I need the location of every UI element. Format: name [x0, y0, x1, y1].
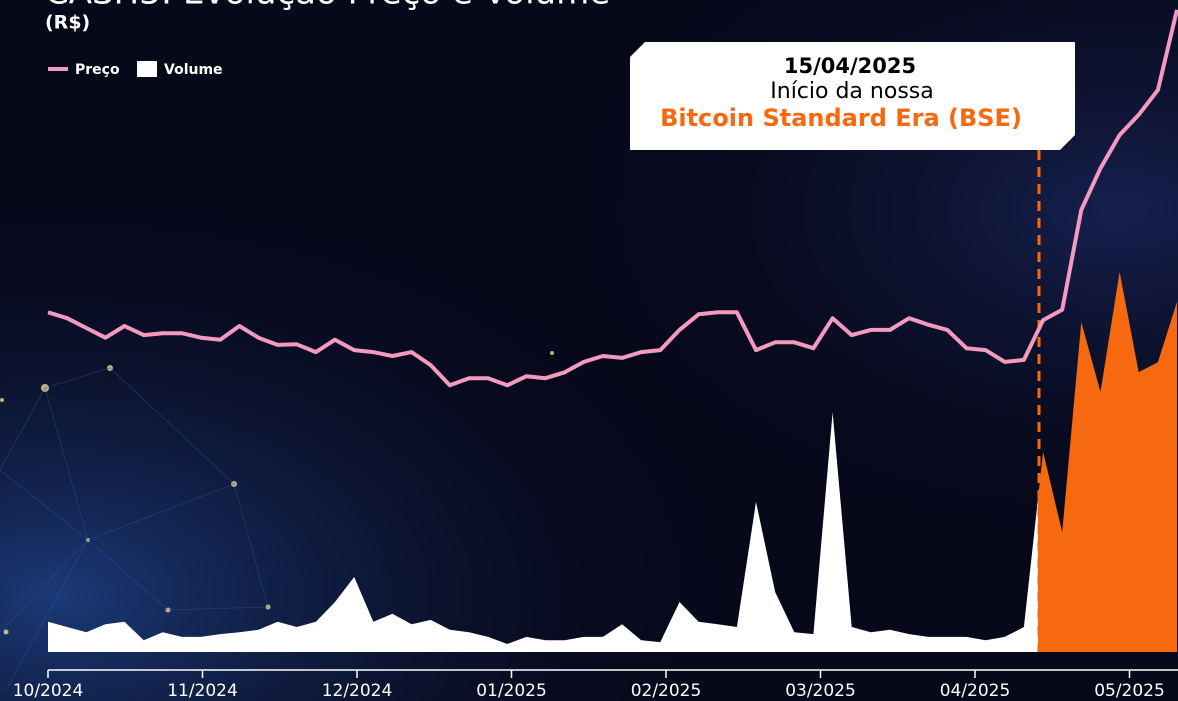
price-line — [47, 9, 1178, 388]
volume-area-highlight — [1038, 272, 1177, 652]
annotation-box — [630, 42, 1075, 150]
legend-swatch — [137, 61, 157, 77]
annotation-date: 15/04/2025 — [784, 54, 916, 78]
x-tick-label: 04/2025 — [940, 681, 1011, 701]
x-tick-label: 01/2025 — [476, 681, 547, 701]
x-tick-label: 10/2024 — [13, 681, 84, 701]
x-tick-label: 12/2024 — [322, 681, 393, 701]
x-tick-label: 02/2025 — [631, 681, 702, 701]
x-tick-label: 05/2025 — [1094, 681, 1165, 701]
chart-title: CASH3: Evolução Preço e Volume — [45, 0, 610, 13]
legend-label: Volume — [164, 62, 223, 78]
volume-area — [48, 412, 1038, 652]
background-network — [0, 367, 269, 691]
legend: Preço Volume — [48, 61, 223, 78]
annotation-text: Início da nossa — [770, 79, 933, 104]
annotation-highlight: Bitcoin Standard Era (BSE) — [660, 104, 1022, 132]
background-stars — [0, 351, 554, 635]
x-tick-label: 11/2024 — [167, 681, 238, 701]
chart-subtitle: (R$) — [45, 12, 90, 34]
x-tick-label: 03/2025 — [785, 681, 856, 701]
legend-label: Preço — [75, 62, 120, 78]
